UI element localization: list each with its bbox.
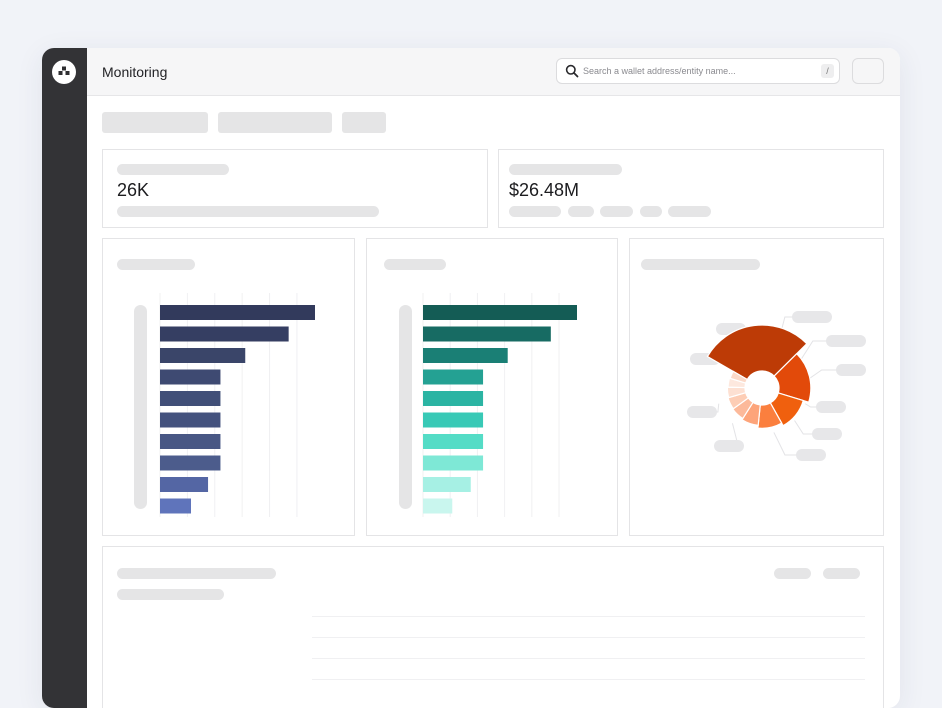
bar[interactable] bbox=[160, 305, 315, 320]
stat-detail-skeleton bbox=[568, 206, 594, 217]
bar[interactable] bbox=[160, 477, 209, 492]
slice[interactable] bbox=[727, 377, 747, 389]
bar[interactable] bbox=[423, 498, 453, 514]
search-box[interactable]: / bbox=[556, 58, 840, 84]
slice-label-skeleton bbox=[796, 449, 826, 461]
leader-line bbox=[799, 340, 826, 362]
bar[interactable] bbox=[160, 348, 246, 363]
stat-detail-skeleton bbox=[640, 206, 662, 217]
filter-tab-skeleton[interactable] bbox=[102, 112, 208, 133]
app-window: Monitoring / 26K $26.48M bbox=[42, 48, 900, 708]
slice-label-skeleton bbox=[816, 401, 846, 413]
bar[interactable] bbox=[160, 369, 221, 385]
logo-icon[interactable] bbox=[52, 60, 76, 84]
filter-tab-skeleton[interactable] bbox=[342, 112, 386, 133]
bar[interactable] bbox=[423, 391, 484, 406]
bar-chart-card bbox=[366, 238, 618, 536]
table-action-skeleton[interactable] bbox=[774, 568, 811, 579]
table-divider bbox=[312, 616, 865, 617]
stat-detail-skeleton bbox=[117, 206, 379, 217]
stat-value: $26.48M bbox=[509, 180, 580, 200]
header-action-button[interactable] bbox=[852, 58, 884, 84]
bar[interactable] bbox=[423, 412, 484, 428]
bar[interactable] bbox=[423, 369, 484, 385]
search-shortcut-key: / bbox=[821, 64, 834, 78]
bar[interactable] bbox=[423, 326, 551, 342]
stat-label-skeleton bbox=[117, 164, 229, 175]
slice[interactable] bbox=[726, 386, 747, 399]
slice-label-skeleton bbox=[836, 364, 866, 376]
slice-label-skeleton bbox=[826, 335, 866, 347]
table-subtitle-skeleton bbox=[117, 589, 224, 600]
table-divider bbox=[312, 637, 865, 638]
slice-label-skeleton bbox=[792, 311, 832, 323]
bar[interactable] bbox=[423, 348, 508, 363]
slice[interactable] bbox=[731, 397, 754, 420]
bar-chart bbox=[399, 293, 577, 517]
leader-line bbox=[717, 403, 720, 413]
table-card bbox=[102, 546, 884, 708]
stat-value: 26K bbox=[117, 180, 150, 200]
bar[interactable] bbox=[423, 305, 577, 320]
stat-detail-skeleton bbox=[668, 206, 711, 217]
chart-title-skeleton bbox=[641, 259, 760, 270]
bar[interactable] bbox=[160, 455, 221, 471]
bar[interactable] bbox=[160, 412, 221, 428]
slice[interactable] bbox=[773, 352, 812, 403]
bar[interactable] bbox=[160, 434, 221, 449]
bar[interactable] bbox=[423, 434, 484, 449]
leader-line bbox=[804, 403, 816, 408]
search-icon bbox=[565, 64, 579, 78]
chart-title-skeleton bbox=[384, 259, 446, 270]
leader-line bbox=[807, 369, 836, 381]
bar[interactable] bbox=[423, 477, 471, 492]
leader-line bbox=[773, 432, 796, 456]
table-divider bbox=[312, 658, 865, 659]
slice[interactable] bbox=[757, 402, 783, 429]
slice-label-skeleton bbox=[714, 440, 744, 452]
slice-label-skeleton bbox=[812, 428, 842, 440]
stat-detail-skeleton bbox=[509, 206, 561, 217]
sunburst-chart bbox=[687, 311, 866, 461]
table-action-skeleton[interactable] bbox=[823, 568, 860, 579]
page-title: Monitoring bbox=[102, 64, 168, 80]
bar[interactable] bbox=[160, 391, 221, 406]
stat-card: $26.48M bbox=[498, 149, 884, 228]
slice[interactable] bbox=[706, 324, 808, 381]
slice[interactable] bbox=[729, 370, 749, 384]
bar[interactable] bbox=[160, 326, 289, 342]
search-input[interactable] bbox=[583, 62, 803, 80]
filter-tab-skeleton[interactable] bbox=[218, 112, 332, 133]
table-title-skeleton bbox=[117, 568, 276, 579]
axis-labels-skeleton bbox=[399, 305, 412, 509]
bar[interactable] bbox=[160, 498, 191, 514]
axis-labels-skeleton bbox=[134, 305, 147, 509]
stat-card: 26K bbox=[102, 149, 488, 228]
slice[interactable] bbox=[741, 401, 761, 426]
stat-detail-skeleton bbox=[600, 206, 633, 217]
stat-label-skeleton bbox=[509, 164, 622, 175]
sidebar bbox=[42, 48, 87, 708]
slice-label-skeleton bbox=[687, 406, 717, 418]
bar[interactable] bbox=[423, 455, 484, 471]
bar-chart-card bbox=[102, 238, 355, 536]
sunburst-chart-card bbox=[629, 238, 884, 536]
chart-title-skeleton bbox=[117, 259, 195, 270]
table-divider bbox=[312, 679, 865, 680]
leader-line bbox=[794, 420, 812, 435]
bar-chart bbox=[134, 293, 315, 517]
topbar: Monitoring / bbox=[87, 48, 900, 96]
